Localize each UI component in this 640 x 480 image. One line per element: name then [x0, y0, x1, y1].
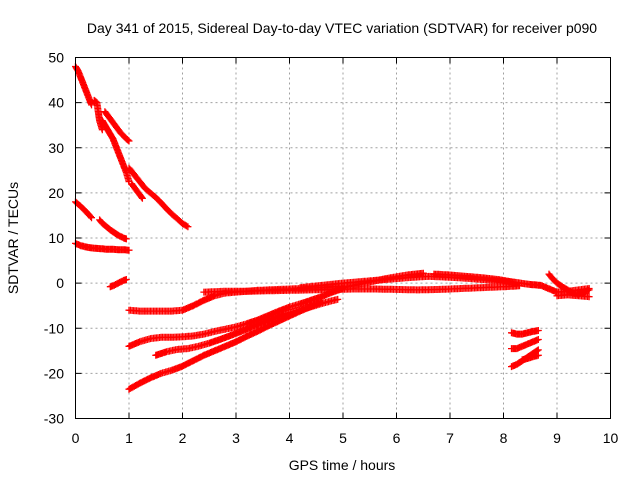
data-point-group: [106, 276, 130, 291]
data-point-group: [508, 336, 542, 353]
y-axis-label: SDTVAR / TECUs: [5, 182, 21, 294]
x-axis-label: GPS time / hours: [289, 457, 396, 473]
x-tick-label: 9: [553, 430, 561, 446]
data-point-group: [125, 164, 192, 231]
x-tick-label: 10: [603, 430, 619, 446]
data-point-group: [101, 108, 133, 145]
data-point-group: [98, 117, 133, 186]
y-tick-label: 30: [48, 140, 64, 156]
data-point-group: [96, 216, 130, 243]
data-point-group: [128, 180, 146, 202]
x-tick-label: 0: [72, 430, 80, 446]
x-tick-label: 2: [179, 430, 187, 446]
data-point-group: [518, 351, 542, 364]
data-point-group: [553, 291, 593, 301]
x-tick-label: 5: [339, 430, 347, 446]
x-tick-labels: 0 1 2 3 4 5 6 7 8 9 10: [72, 430, 619, 446]
x-tick-label: 8: [500, 430, 508, 446]
data-point-group: [125, 298, 326, 393]
x-tick-label: 1: [125, 430, 133, 446]
data-point-group: [508, 327, 542, 338]
x-tick-label: 7: [446, 430, 454, 446]
data-point-group: [125, 285, 347, 350]
y-tick-label: 20: [48, 185, 64, 201]
grid-lines: [75, 57, 611, 419]
y-tick-labels: -30 -20 -10 0 10 20 30 40 50: [44, 50, 64, 427]
chart-title: Day 341 of 2015, Sidereal Day-to-day VTE…: [87, 20, 597, 36]
y-tick-label: 0: [56, 275, 64, 291]
x-tick-label: 6: [393, 430, 401, 446]
axis-ticks: [75, 57, 611, 419]
y-tick-label: 40: [48, 95, 64, 111]
data-point-group: [72, 239, 133, 254]
data-point-group: [430, 270, 534, 288]
y-tick-label: 10: [48, 230, 64, 246]
data-points: [72, 63, 593, 393]
x-tick-label: 3: [232, 430, 240, 446]
y-tick-label: -30: [44, 411, 64, 427]
y-tick-label: -20: [44, 365, 64, 381]
y-tick-label: -10: [44, 320, 64, 336]
data-point-group: [90, 96, 106, 134]
x-tick-label: 4: [286, 430, 294, 446]
y-tick-label: 50: [48, 50, 64, 66]
